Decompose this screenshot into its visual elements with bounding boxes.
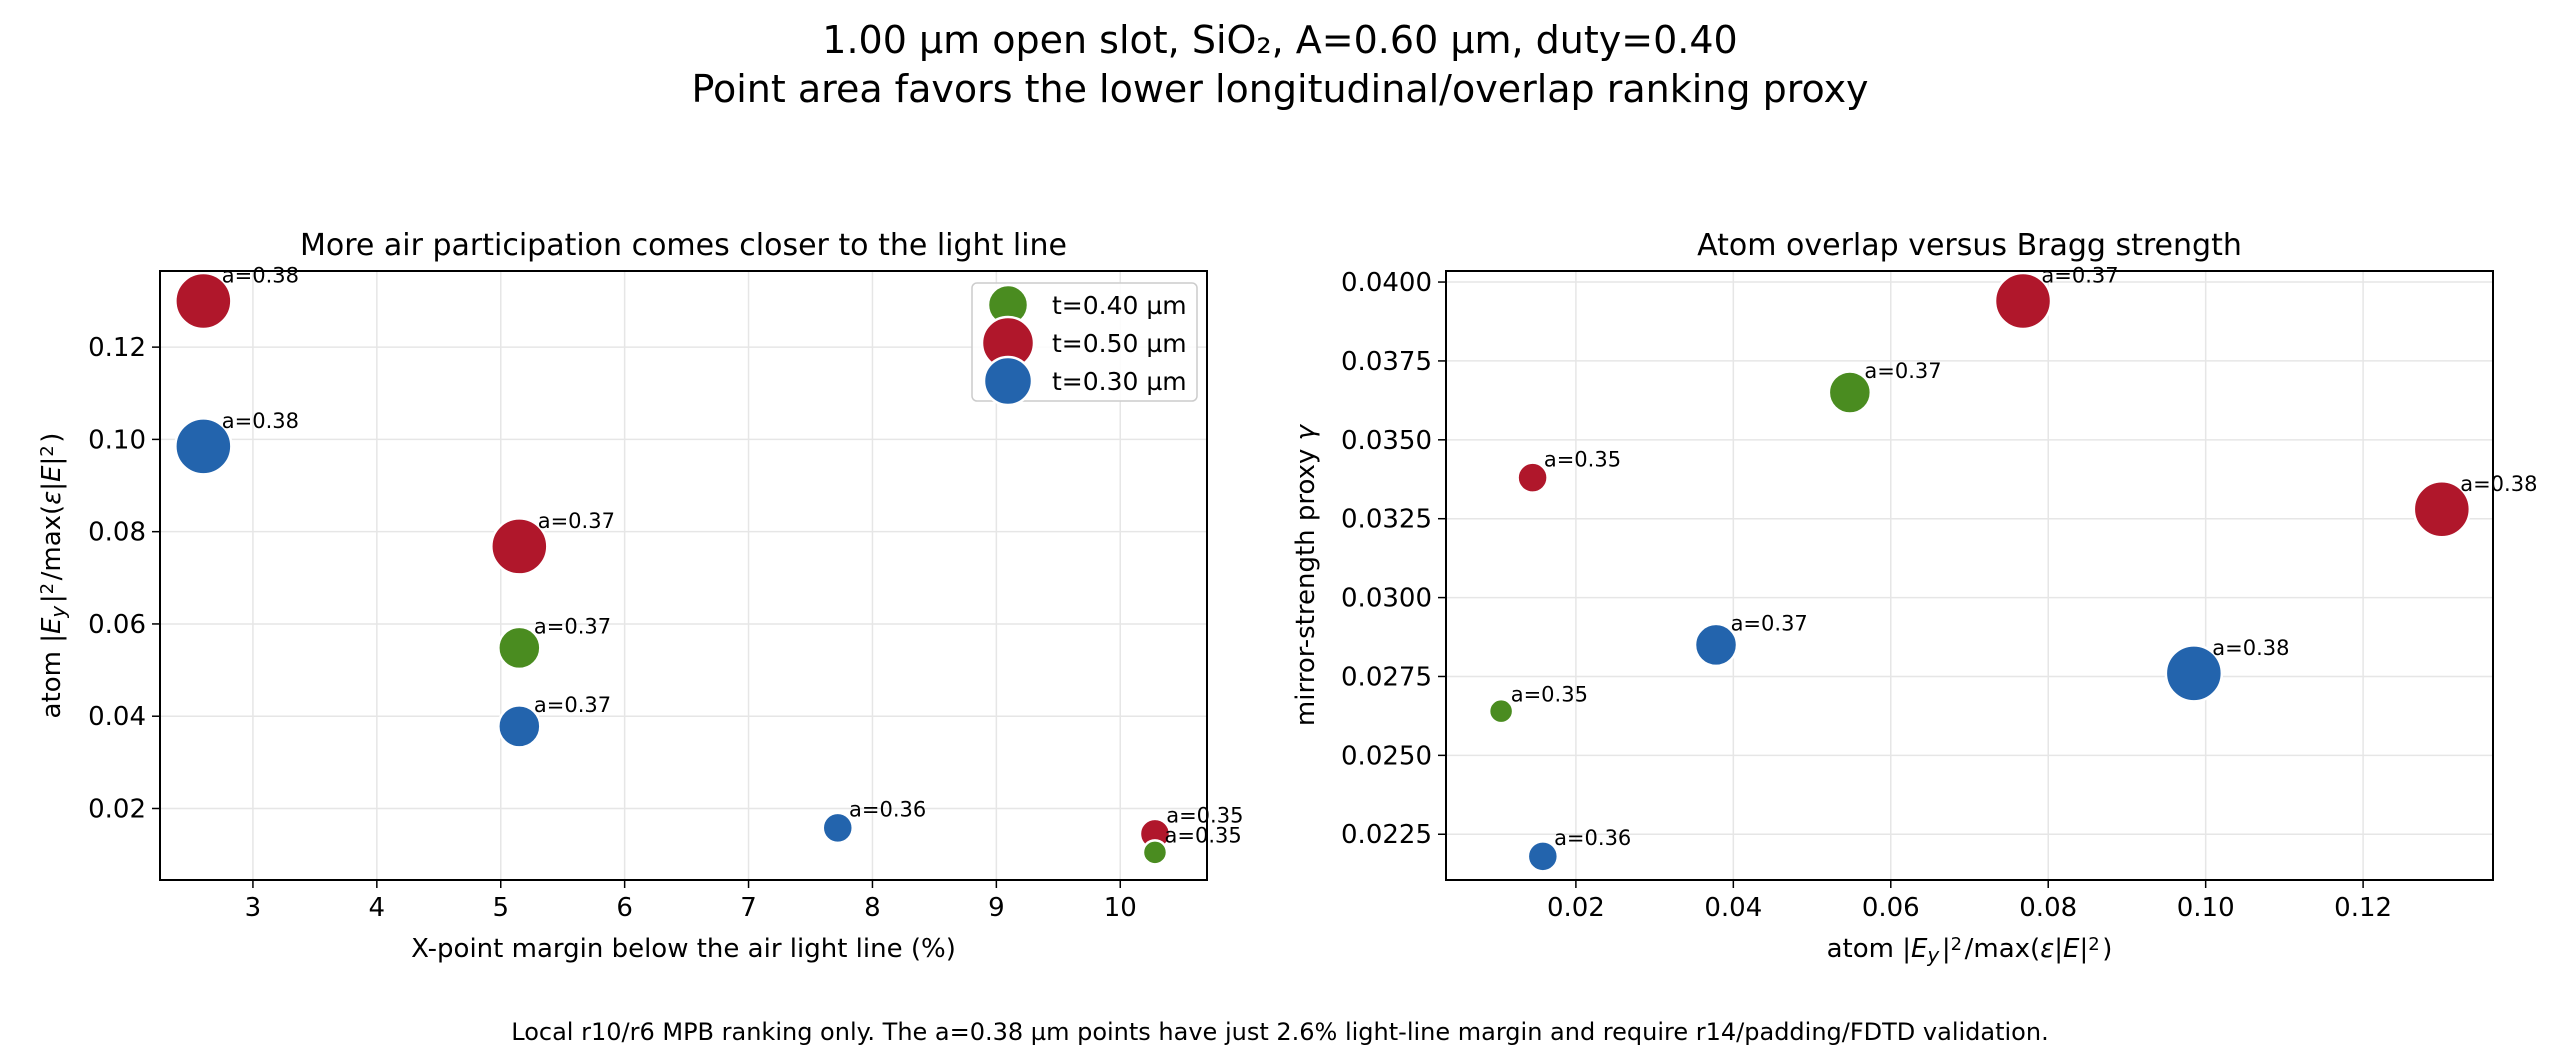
legend-label: t=0.40 µm xyxy=(1052,291,1187,320)
x-axis-label: atom |Ey |2 /max(ε|E|2 ) xyxy=(1827,934,2113,967)
point-label: a=0.36 xyxy=(1554,826,1631,850)
legend-label: t=0.50 µm xyxy=(1052,329,1187,358)
x-tick-label: 9 xyxy=(988,893,1005,923)
x-tick-label: 3 xyxy=(245,893,262,923)
plot-frame xyxy=(1445,270,2494,881)
y-tick-label: 0.0375 xyxy=(1341,347,1432,377)
plot-frame xyxy=(159,270,1208,881)
point-label: a=0.37 xyxy=(1731,611,1808,635)
point-label: a=0.37 xyxy=(1864,359,1941,383)
panel-title: More air participation comes closer to t… xyxy=(300,228,1067,263)
x-tick-label: 4 xyxy=(369,893,386,923)
x-axis-label: X-point margin below the air light line … xyxy=(411,934,956,964)
point-label: a=0.35 xyxy=(1166,804,1243,828)
figure-title: 1.00 µm open slot, SiO₂, A=0.60 µm, duty… xyxy=(0,16,2560,114)
y-tick-label: 0.0400 xyxy=(1341,268,1432,298)
point-label: a=0.37 xyxy=(534,614,611,638)
data-point xyxy=(490,517,549,576)
data-point xyxy=(497,625,542,671)
x-tick-label: 0.04 xyxy=(1704,893,1762,923)
x-tick-label: 5 xyxy=(492,893,509,923)
data-point xyxy=(821,811,855,845)
data-point xyxy=(1993,271,2053,331)
y-tick-label: 0.0250 xyxy=(1341,741,1432,771)
y-tick-label: 0.0350 xyxy=(1341,426,1432,456)
y-axis-label: atom |Ey |2 /max(ε|E|2 ) xyxy=(37,433,70,719)
point-label: a=0.37 xyxy=(538,509,615,533)
data-point xyxy=(2412,479,2472,539)
x-tick-label: 7 xyxy=(740,893,757,923)
data-point xyxy=(174,417,233,476)
y-tick-label: 0.10 xyxy=(88,425,146,455)
legend-label: t=0.30 µm xyxy=(1052,367,1187,396)
data-point xyxy=(1526,840,1560,873)
x-tick-label: 0.08 xyxy=(2019,893,2077,923)
data-point xyxy=(1487,697,1515,725)
y-tick-label: 0.02 xyxy=(88,794,146,824)
data-point xyxy=(1827,370,1873,415)
data-point xyxy=(174,271,233,331)
point-label: a=0.38 xyxy=(2212,636,2289,660)
data-point xyxy=(497,704,542,749)
point-label: a=0.37 xyxy=(2041,264,2118,288)
y-tick-label: 0.04 xyxy=(88,702,146,732)
data-point xyxy=(2164,644,2224,703)
y-tick-label: 0.0275 xyxy=(1341,662,1432,692)
figure-title-line-2: Point area favors the lower longitudinal… xyxy=(691,67,1869,111)
x-tick-label: 0.10 xyxy=(2177,893,2235,923)
point-label: a=0.35 xyxy=(1511,683,1588,707)
point-label: a=0.38 xyxy=(222,264,299,288)
legend-marker xyxy=(982,355,1034,407)
point-label: a=0.37 xyxy=(534,693,611,717)
x-tick-label: 0.06 xyxy=(1862,893,1920,923)
data-point xyxy=(1141,839,1169,866)
y-tick-label: 0.12 xyxy=(88,333,146,363)
point-label: a=0.36 xyxy=(849,798,926,822)
x-tick-label: 0.02 xyxy=(1547,893,1605,923)
figure-footer-note: Local r10/r6 MPB ranking only. The a=0.3… xyxy=(511,1018,2049,1046)
y-tick-label: 0.06 xyxy=(88,610,146,640)
y-tick-label: 0.08 xyxy=(88,518,146,548)
data-point xyxy=(1516,461,1549,494)
y-tick-label: 0.0300 xyxy=(1341,584,1432,614)
y-axis-label: mirror-strength proxy γ xyxy=(1291,423,1321,726)
figure-title-line-1: 1.00 µm open slot, SiO₂, A=0.60 µm, duty… xyxy=(822,18,1738,62)
legend: t=0.40 µm t=0.50 µm t=0.30 µm xyxy=(971,282,1198,407)
point-label: a=0.38 xyxy=(222,409,299,433)
x-tick-label: 8 xyxy=(864,893,881,923)
x-tick-label: 0.12 xyxy=(2334,893,2392,923)
point-label: a=0.35 xyxy=(1544,447,1621,471)
point-label: a=0.38 xyxy=(2460,472,2537,496)
x-tick-label: 10 xyxy=(1104,893,1137,923)
point-label: a=0.35 xyxy=(1165,824,1242,848)
data-point xyxy=(1693,622,1739,668)
y-tick-label: 0.0225 xyxy=(1341,820,1432,850)
panel-title: Atom overlap versus Bragg strength xyxy=(1697,228,2242,263)
panel-right: 0.02 0.04 0.06 0.08 0.10 0.12 0.0225 0.0250 0.02… xyxy=(1291,228,2537,967)
x-tick-label: 6 xyxy=(616,893,633,923)
panel-left: 3 4 5 6 7 8 9 10 0.02 0.04 0.06 0.08 0.10 0.12 a=0.38 a… xyxy=(37,228,1244,964)
y-tick-label: 0.0325 xyxy=(1341,505,1432,535)
